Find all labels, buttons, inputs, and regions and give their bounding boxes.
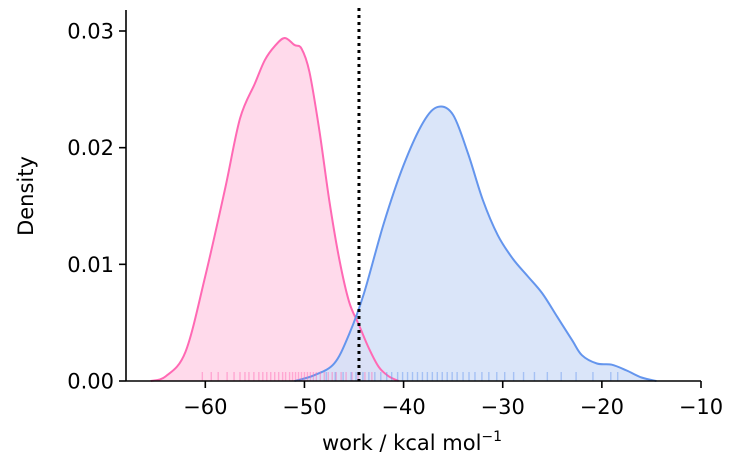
density-fill-0: [150, 37, 399, 381]
x-tick-label-0: −60: [183, 395, 227, 419]
y-tick-label-0: 0.00: [67, 370, 114, 394]
density-line-0: [150, 37, 400, 382]
density-fills: [150, 37, 657, 381]
x-tick-label-4: −20: [580, 395, 624, 419]
density-lines: [150, 37, 657, 382]
density-line-1: [294, 105, 657, 382]
y-tick-label-1: 0.01: [67, 253, 114, 277]
x-axis-ticks: −60 −50 −40 −30 −20 −10: [183, 381, 723, 419]
x-tick-label-2: −40: [381, 395, 425, 419]
x-tick-label-3: −30: [481, 395, 525, 419]
x-axis-title: work / kcal mol−1: [322, 429, 502, 455]
density-fill-1: [294, 106, 657, 381]
y-tick-label-2: 0.02: [67, 136, 114, 160]
y-tick-label-3: 0.03: [67, 20, 114, 44]
y-axis-ticks: 0.00 0.01 0.02 0.03: [67, 20, 126, 394]
x-tick-label-1: −50: [282, 395, 326, 419]
x-tick-label-5: −10: [679, 395, 723, 419]
y-axis-title: Density: [14, 156, 38, 236]
